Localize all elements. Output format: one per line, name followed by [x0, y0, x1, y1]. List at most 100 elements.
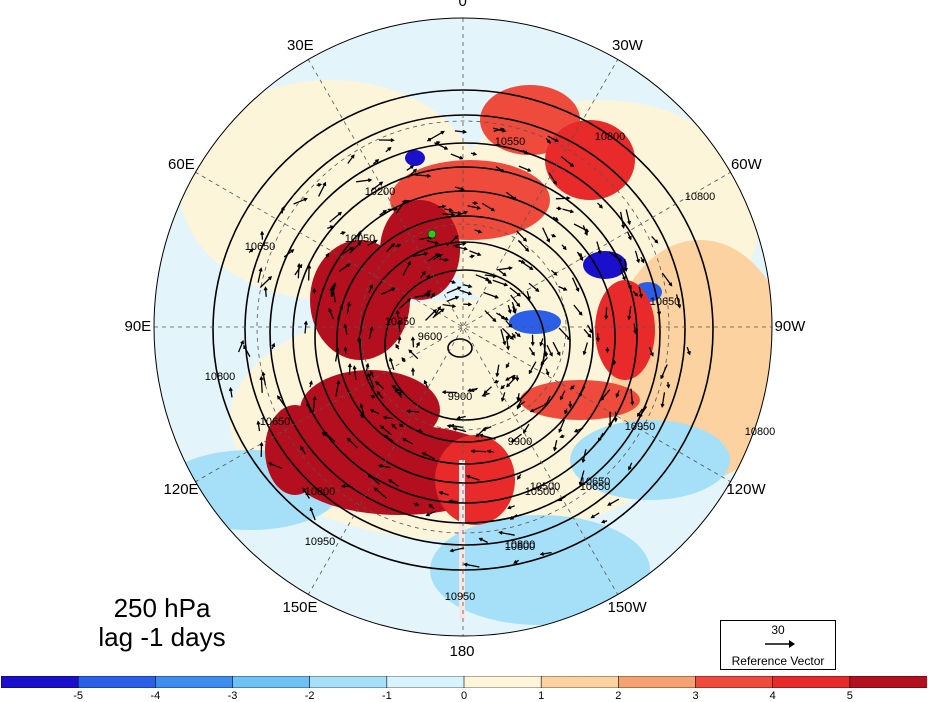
wind-vector-head [557, 206, 563, 211]
wind-vector [426, 510, 436, 516]
wind-vector [389, 358, 395, 371]
wind-vector-head [477, 252, 482, 257]
wind-vector [341, 247, 354, 256]
wind-vector-head [436, 141, 441, 145]
wind-vector-head [388, 479, 393, 484]
wind-vector-head [383, 434, 388, 439]
wind-vector-head [359, 414, 364, 418]
wind-vector [598, 432, 604, 442]
wind-vector-head [350, 154, 355, 159]
wind-vector-head [337, 211, 343, 216]
wind-vector-head [427, 290, 432, 294]
wind-vector-head [367, 372, 371, 377]
wind-vector [229, 388, 233, 398]
wind-vector [412, 337, 415, 348]
contour-label: 10650 [580, 476, 611, 488]
wind-vector [360, 404, 366, 418]
wind-vector [544, 395, 551, 407]
wind-vector-head [517, 475, 521, 480]
wind-vector [394, 389, 403, 399]
colorbar-segment [463, 676, 542, 688]
wind-vector-head [317, 182, 323, 187]
pressure-level-title: 250 hPa [113, 593, 211, 623]
contour-label: 10500 [525, 486, 556, 498]
wind-vector [425, 309, 437, 321]
colorbar-segment [540, 676, 620, 688]
wind-vector [571, 277, 579, 292]
wind-vector-head [551, 233, 557, 238]
colorbar-tick-label: -4 [150, 690, 161, 702]
wind-vector-head [309, 380, 313, 385]
wind-vector-head [343, 323, 348, 328]
wind-vector-head [529, 266, 534, 271]
contour [359, 241, 571, 443]
wind-vector [661, 272, 673, 286]
wind-vector-head [503, 282, 509, 287]
wind-vector [528, 282, 539, 292]
wind-vector [259, 276, 272, 288]
meridian-60 [194, 171, 732, 483]
wind-vector-head [469, 388, 475, 393]
colorbar-segment [772, 676, 851, 688]
wind-vector-head [481, 427, 486, 432]
wind-vector-head [558, 428, 563, 434]
wind-vector-head [638, 294, 643, 299]
wind-vector-head [306, 402, 311, 407]
wind-vector-head [677, 304, 682, 309]
wind-vector-head [256, 420, 261, 425]
wind-vector [348, 364, 351, 375]
contour [384, 269, 546, 421]
wind-vector-head [297, 262, 301, 268]
wind-vector-head [544, 403, 548, 408]
wind-vector [380, 287, 395, 296]
wind-vector-head [426, 274, 431, 279]
contour [269, 142, 661, 524]
wind-vector-head [343, 346, 348, 351]
wind-vector-head [377, 463, 383, 468]
wind-vector-head [525, 247, 530, 252]
wind-vector [517, 240, 529, 252]
wind-vector-head [587, 333, 592, 338]
wind-vector-head [516, 396, 521, 402]
wind-vector-head [597, 437, 602, 442]
wind-vector-head [526, 296, 531, 301]
wind-vector [546, 344, 553, 356]
wind-vector [339, 263, 350, 272]
contour-label: 10800 [685, 191, 716, 203]
reference-vector-box: 30 Reference Vector [720, 620, 836, 670]
wind-vector [498, 269, 507, 277]
wind-vector [446, 235, 459, 246]
wind-vector-head [473, 201, 479, 206]
wind-vector-head [523, 237, 528, 242]
colorbar-segment [77, 676, 157, 688]
wind-vector [336, 305, 343, 320]
wind-vector-head [505, 364, 510, 369]
meridian-30 [307, 58, 619, 596]
wind-vector-head [457, 286, 462, 291]
wind-vector-head [490, 207, 496, 212]
longitude-label: 60E [168, 155, 195, 173]
wind-vector [555, 197, 570, 200]
wind-vector [402, 261, 411, 277]
wind-vector-head [267, 462, 273, 467]
wind-vector-head [636, 412, 641, 417]
wind-vector [499, 531, 515, 536]
wind-vector-head [513, 196, 518, 201]
wind-vector-head [369, 284, 373, 289]
wind-vector [375, 381, 385, 390]
wind-vector [388, 479, 399, 487]
wind-vector [324, 431, 336, 443]
wind-vector-head [465, 474, 471, 479]
colorbar-segment [618, 676, 697, 688]
wind-vector [579, 386, 586, 397]
wind-vector-head [478, 537, 483, 542]
wind-vector-head [476, 205, 482, 210]
wind-vector-head [507, 309, 512, 314]
wind-vector-head [612, 361, 617, 366]
wind-vector [380, 425, 392, 436]
wind-vector-head [431, 292, 436, 297]
wind-vector-head [329, 225, 335, 230]
wind-vector-head [502, 272, 507, 277]
wind-vector [639, 406, 648, 418]
wind-vector-head [261, 371, 266, 376]
